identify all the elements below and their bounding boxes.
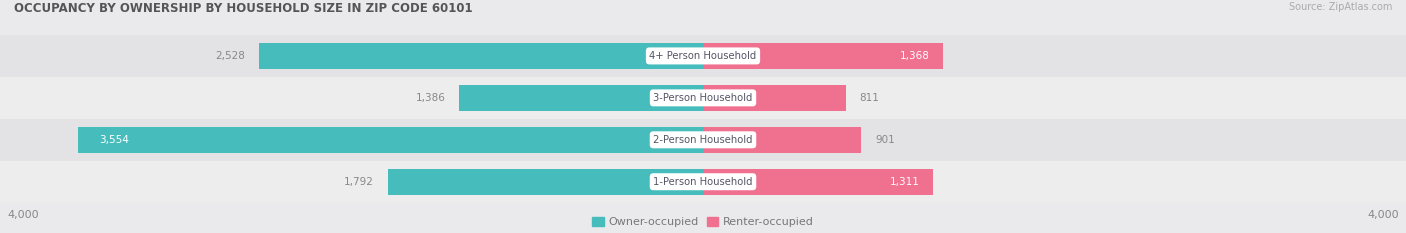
Bar — [703, 127, 862, 153]
FancyBboxPatch shape — [0, 161, 1406, 203]
Text: OCCUPANCY BY OWNERSHIP BY HOUSEHOLD SIZE IN ZIP CODE 60101: OCCUPANCY BY OWNERSHIP BY HOUSEHOLD SIZE… — [14, 2, 472, 15]
Text: 1,368: 1,368 — [900, 51, 929, 61]
Text: 1,386: 1,386 — [416, 93, 446, 103]
Text: 4,000: 4,000 — [7, 210, 38, 220]
Text: 1,792: 1,792 — [344, 177, 374, 187]
Bar — [388, 169, 703, 195]
FancyBboxPatch shape — [0, 119, 1406, 161]
Text: 3-Person Household: 3-Person Household — [654, 93, 752, 103]
Text: 3,554: 3,554 — [100, 135, 129, 145]
Text: 2-Person Household: 2-Person Household — [654, 135, 752, 145]
Text: 811: 811 — [859, 93, 880, 103]
Text: 901: 901 — [876, 135, 896, 145]
Text: 1,311: 1,311 — [890, 177, 920, 187]
Bar — [703, 169, 934, 195]
Text: 2,528: 2,528 — [215, 51, 245, 61]
Text: 1-Person Household: 1-Person Household — [654, 177, 752, 187]
FancyBboxPatch shape — [0, 35, 1406, 77]
Text: 4,000: 4,000 — [1368, 210, 1399, 220]
Bar — [79, 127, 703, 153]
Bar — [259, 43, 703, 69]
Text: Source: ZipAtlas.com: Source: ZipAtlas.com — [1288, 2, 1392, 12]
Legend: Owner-occupied, Renter-occupied: Owner-occupied, Renter-occupied — [592, 217, 814, 227]
Text: 4+ Person Household: 4+ Person Household — [650, 51, 756, 61]
FancyBboxPatch shape — [0, 77, 1406, 119]
Bar — [460, 85, 703, 111]
Bar — [703, 43, 943, 69]
Bar — [703, 85, 845, 111]
